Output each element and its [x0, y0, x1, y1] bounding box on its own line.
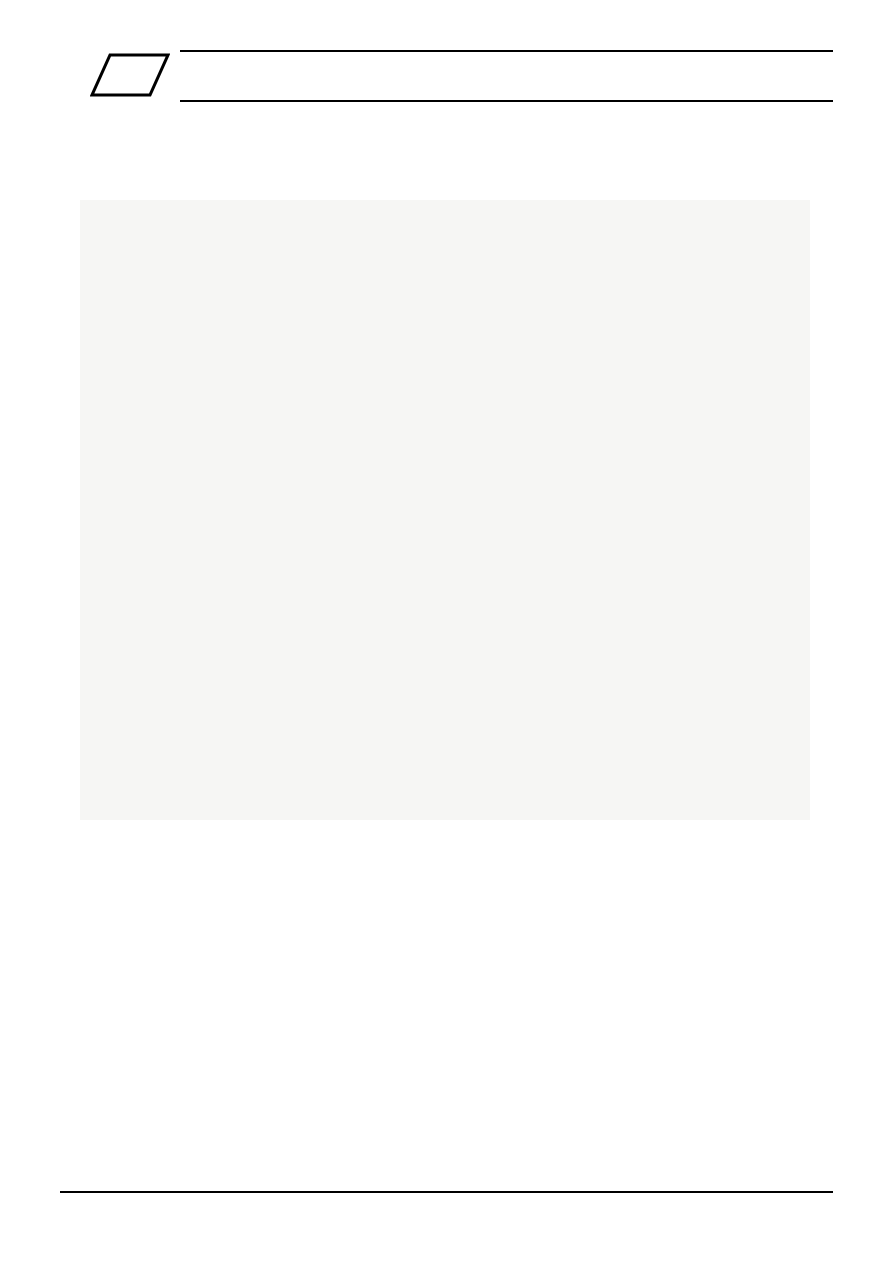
chart-svg: [80, 200, 380, 350]
footer-rule: [60, 1191, 833, 1193]
header-rule-bottom: [180, 100, 833, 102]
chart-container: [80, 200, 810, 820]
header-rule-top: [180, 50, 833, 52]
header-parallelogram-icon: [90, 50, 170, 100]
